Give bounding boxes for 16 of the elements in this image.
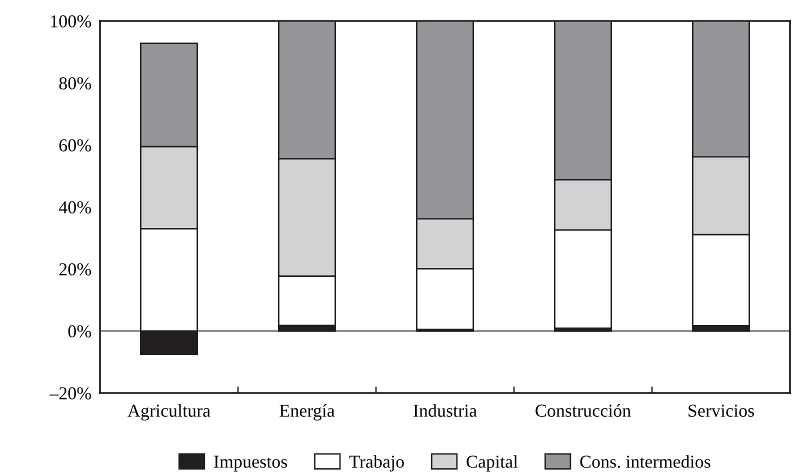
y-tick-label: 100% <box>51 15 92 28</box>
legend-label: Trabajo <box>349 455 404 472</box>
y-tick-label: 60% <box>59 139 92 152</box>
x-tick-label: Agricultura <box>128 404 210 421</box>
y-tick-label: 80% <box>59 77 92 90</box>
y-tick-label: 20% <box>59 263 92 276</box>
x-tick-label: Servicios <box>688 404 754 417</box>
x-tick-label: Energía <box>280 404 335 421</box>
legend-label: Cons. intermedios <box>580 455 710 468</box>
y-tick-label: 0% <box>68 325 92 338</box>
y-tick-label: 40% <box>58 201 92 214</box>
y-tick-label: –20% <box>49 387 92 400</box>
legend-label: Capital <box>466 455 518 472</box>
x-tick-label: Construcción <box>536 404 631 417</box>
legend-label: Impuestos <box>214 456 287 472</box>
x-tick-label: Industria <box>414 404 477 417</box>
